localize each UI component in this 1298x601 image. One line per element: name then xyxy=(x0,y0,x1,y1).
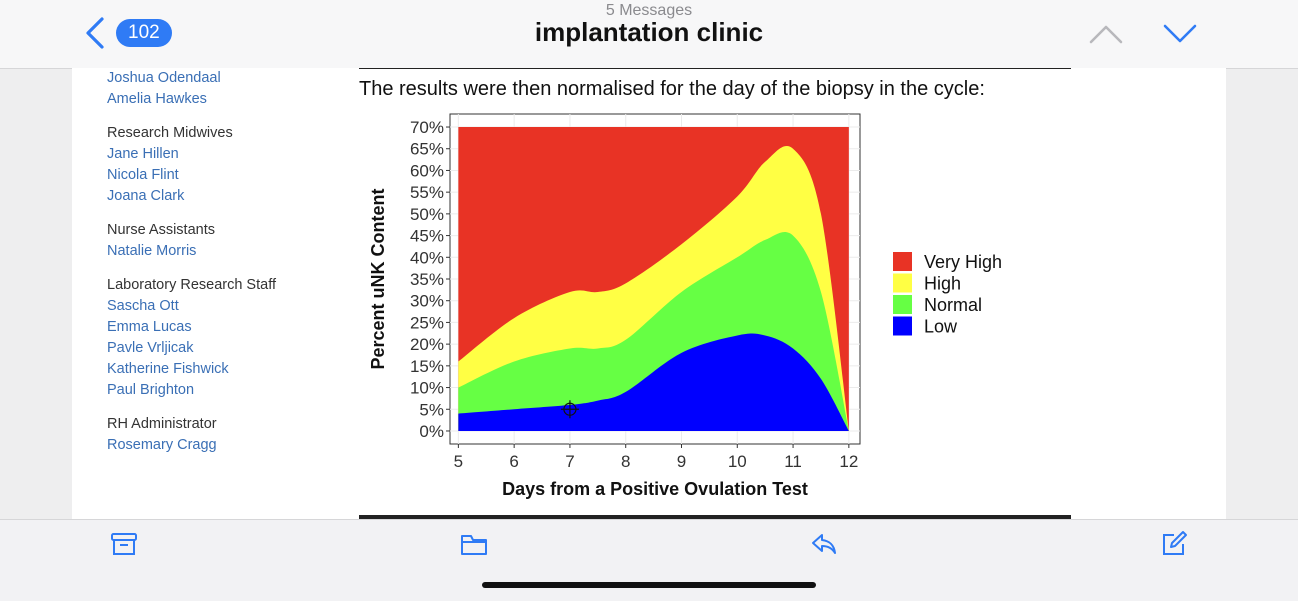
staff-name-link[interactable]: Paul Brighton xyxy=(107,382,195,398)
legend-swatch xyxy=(893,316,912,336)
y-tick-label: 45% xyxy=(410,227,444,246)
y-tick-label: 65% xyxy=(410,140,444,159)
staff-list: Joshua Odendaal Amelia Hawkes Research Mid… xyxy=(107,68,347,456)
legend-label: Very High xyxy=(924,252,1002,272)
clipped-text-fragment-bottom xyxy=(359,515,1071,519)
x-tick-label: 8 xyxy=(621,452,630,471)
staff-name-link[interactable]: Natalie Morris xyxy=(107,243,197,259)
y-tick-label: 10% xyxy=(410,379,444,398)
legend-swatch xyxy=(893,273,912,293)
folder-icon[interactable] xyxy=(460,530,488,558)
messages-count: 5 Messages xyxy=(605,2,693,19)
y-tick-label: 25% xyxy=(410,313,444,332)
chevron-up-icon[interactable] xyxy=(1088,22,1124,46)
staff-name-link[interactable]: Sascha Ott xyxy=(107,298,179,314)
y-tick-label: 15% xyxy=(410,357,444,376)
compose-icon[interactable] xyxy=(1160,530,1188,558)
legend-label: High xyxy=(924,274,961,294)
staff-name-link[interactable]: Nicola Flint xyxy=(107,167,179,183)
archive-icon[interactable] xyxy=(110,530,138,558)
back-button[interactable]: 102 xyxy=(82,16,172,50)
staff-name-link[interactable]: Pavle Vrljicak xyxy=(107,340,194,356)
home-indicator xyxy=(482,582,816,588)
staff-group-heading: Laboratory Research Staff xyxy=(107,277,276,293)
bottom-toolbar xyxy=(0,519,1298,601)
staff-name-link[interactable]: Joshua Odendaal xyxy=(107,70,221,86)
staff-name-link[interactable]: Amelia Hawkes xyxy=(107,91,207,107)
staff-name-link[interactable]: Katherine Fishwick xyxy=(107,361,229,377)
x-tick-label: 11 xyxy=(784,452,802,471)
y-tick-label: 0% xyxy=(419,422,444,441)
clipped-text-fragment xyxy=(359,68,1071,69)
y-tick-label: 70% xyxy=(410,118,444,137)
x-tick-label: 9 xyxy=(677,452,686,471)
staff-name-link[interactable]: Jane Hillen xyxy=(107,146,179,162)
y-tick-label: 5% xyxy=(419,400,444,419)
clipped-text-line xyxy=(359,68,1079,77)
thread-title: implantation clinic xyxy=(534,17,764,47)
staff-group-heading: RH Administrator xyxy=(107,416,217,432)
legend-label: Low xyxy=(924,317,958,337)
x-tick-label: 5 xyxy=(454,452,463,471)
message-body: Joshua Odendaal Amelia Hawkes Research Mid… xyxy=(72,68,1226,519)
legend-label: Normal xyxy=(924,295,982,315)
staff-group-heading: Nurse Assistants xyxy=(107,222,215,238)
legend-swatch xyxy=(893,252,912,271)
y-tick-label: 50% xyxy=(410,205,444,224)
x-tick-label: 6 xyxy=(509,452,518,471)
unread-count-badge: 102 xyxy=(116,19,172,47)
staff-group-heading: Research Midwives xyxy=(107,125,233,141)
y-tick-label: 60% xyxy=(410,161,444,180)
x-axis-label: Days from a Positive Ovulation Test xyxy=(502,479,808,499)
legend-swatch xyxy=(893,295,912,314)
intro-paragraph: The results were then normalised for the… xyxy=(359,78,985,100)
top-navigation-bar: 102 5 Messages implantation clinic xyxy=(0,0,1298,69)
y-tick-label: 30% xyxy=(410,292,444,311)
y-tick-label: 40% xyxy=(410,248,444,267)
y-tick-label: 20% xyxy=(410,335,444,354)
x-tick-label: 10 xyxy=(728,452,747,471)
chevron-left-icon xyxy=(86,17,104,49)
unk-content-chart: 0% 5% 10% 15% 20% 25% 30% 35% 40% 45% 50% 55% 60% 65%… xyxy=(368,113,1002,499)
reply-icon[interactable] xyxy=(810,530,838,558)
y-tick-label: 55% xyxy=(410,183,444,202)
area-low xyxy=(458,333,849,431)
staff-name-link[interactable]: Joana Clark xyxy=(107,188,185,204)
staff-name-link[interactable]: Emma Lucas xyxy=(107,319,192,335)
staff-name-link[interactable]: Rosemary Cragg xyxy=(107,437,217,453)
y-tick-label: 35% xyxy=(410,270,444,289)
chevron-down-icon[interactable] xyxy=(1162,22,1198,46)
x-tick-label: 12 xyxy=(839,452,858,471)
y-axis-label: Percent uNK Content xyxy=(368,188,388,369)
clipped-text-line-bottom xyxy=(359,508,1079,519)
x-tick-label: 7 xyxy=(565,452,574,471)
